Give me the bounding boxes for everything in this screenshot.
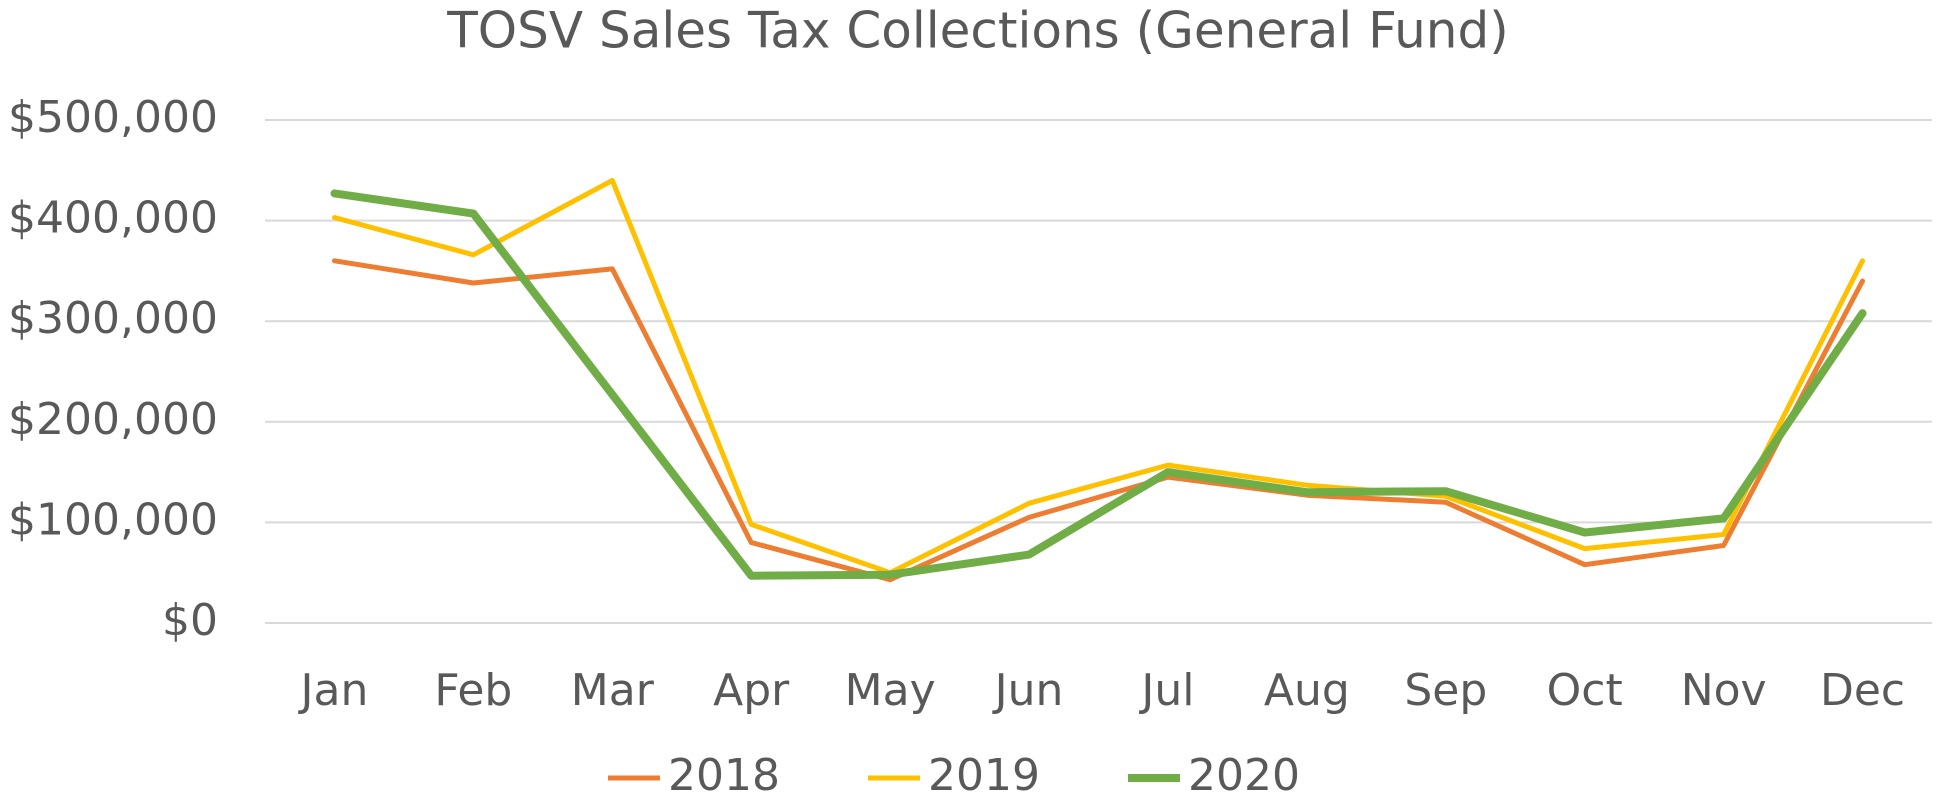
x-tick-label: Feb — [434, 665, 512, 716]
x-tick-label: Jan — [298, 665, 369, 716]
x-tick-label: Nov — [1681, 665, 1767, 716]
y-tick-label: $400,000 — [8, 193, 218, 244]
y-tick-label: $200,000 — [8, 394, 218, 445]
x-tick-label: Apr — [713, 665, 790, 716]
x-tick-label: Jun — [992, 665, 1064, 716]
y-tick-label: $100,000 — [8, 494, 218, 545]
x-tick-label: Oct — [1547, 665, 1623, 716]
legend-label: 2020 — [1188, 750, 1300, 801]
series-line — [330, 189, 1867, 580]
y-tick-label: $500,000 — [8, 92, 218, 143]
x-tick-label: Sep — [1404, 665, 1487, 716]
legend-label: 2018 — [668, 750, 780, 801]
y-tick-label: $0 — [162, 595, 218, 646]
series-line — [332, 258, 1865, 583]
series-line — [332, 177, 1865, 576]
x-tick-label: May — [845, 665, 936, 716]
x-tick-label: Dec — [1820, 665, 1905, 716]
y-tick-label: $300,000 — [8, 293, 218, 344]
x-tick-label: Mar — [571, 665, 655, 716]
chart-title: TOSV Sales Tax Collections (General Fund… — [446, 2, 1508, 60]
x-tick-label: Aug — [1264, 665, 1350, 716]
legend-label: 2019 — [928, 750, 1040, 801]
x-tick-label: Jul — [1138, 665, 1194, 716]
